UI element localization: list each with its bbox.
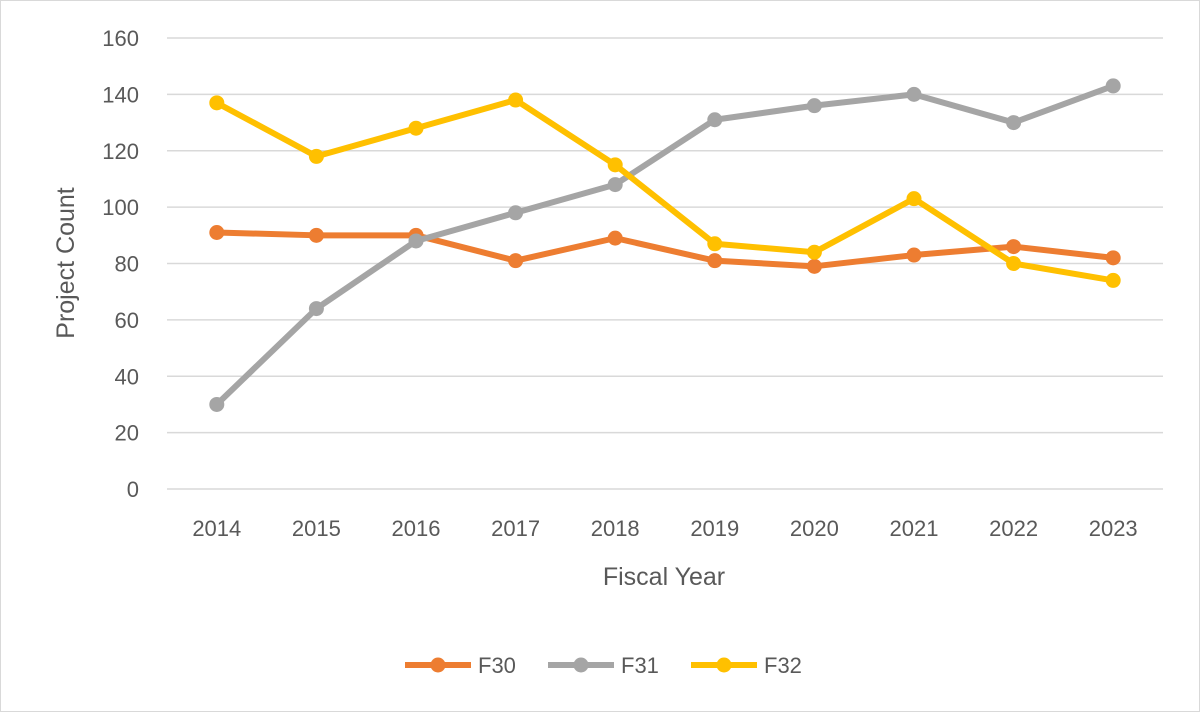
data-point [806, 98, 822, 114]
x-tick-label: 2022 [989, 516, 1038, 541]
data-point [707, 253, 723, 269]
y-tick-label: 80 [115, 252, 139, 277]
x-axis-ticks: 2014 2015 2016 2017 2018 2019 2020 2021 2022 2023 [192, 516, 1137, 541]
data-point [508, 205, 524, 221]
x-tick-label: 2015 [292, 516, 341, 541]
data-point [209, 224, 225, 240]
data-point [308, 301, 324, 317]
data-point [308, 227, 324, 243]
x-tick-label: 2018 [591, 516, 640, 541]
x-tick-label: 2023 [1089, 516, 1138, 541]
legend-item-f31: F31 [548, 653, 659, 678]
legend-label: F30 [478, 653, 516, 678]
y-tick-label: 120 [102, 139, 139, 164]
data-point [408, 120, 424, 136]
data-point [408, 233, 424, 249]
series-f30 [209, 224, 1121, 274]
data-point [906, 86, 922, 102]
legend-item-f30: F30 [405, 653, 516, 678]
y-tick-label: 40 [115, 364, 139, 389]
x-axis-title: Fiscal Year [603, 563, 725, 591]
legend-swatch-marker [573, 657, 589, 673]
series-group [209, 78, 1121, 412]
series-f32 [209, 92, 1121, 288]
legend-item-f32: F32 [691, 653, 802, 678]
legend-label: F31 [621, 653, 659, 678]
series-f31 [209, 78, 1121, 412]
data-point [209, 95, 225, 111]
data-point [607, 157, 623, 173]
data-point [1105, 78, 1121, 94]
data-point [1006, 256, 1022, 271]
y-tick-label: 0 [127, 477, 139, 502]
x-tick-label: 2020 [790, 516, 839, 541]
y-tick-label: 140 [102, 82, 139, 107]
data-point [906, 247, 922, 263]
legend-swatch-marker [716, 657, 732, 673]
x-tick-label: 2017 [491, 516, 540, 541]
legend: F30 F31 F32 [405, 653, 802, 678]
data-point [1105, 250, 1121, 266]
data-point [607, 177, 623, 193]
data-point [806, 244, 822, 260]
data-point [906, 191, 922, 207]
data-point [1105, 272, 1121, 288]
x-tick-label: 2019 [690, 516, 739, 541]
data-point [607, 230, 623, 246]
y-tick-label: 100 [102, 195, 139, 220]
data-point [707, 112, 723, 128]
x-tick-label: 2021 [890, 516, 939, 541]
y-tick-label: 160 [102, 26, 139, 51]
data-point [308, 148, 324, 164]
data-point [1006, 239, 1022, 255]
legend-label: F32 [764, 653, 802, 678]
data-point [707, 236, 723, 252]
y-axis-ticks: 0 20 40 60 80 100 120 140 160 [102, 26, 139, 502]
y-axis-title: Project Count [52, 187, 80, 339]
data-point [508, 253, 524, 269]
series-line [213, 229, 1117, 270]
data-point [1006, 115, 1022, 131]
data-point [508, 92, 524, 108]
data-point [806, 258, 822, 274]
x-tick-label: 2014 [192, 516, 241, 541]
y-tick-label: 60 [115, 308, 139, 333]
x-tick-label: 2016 [392, 516, 441, 541]
series-line [213, 82, 1117, 408]
legend-swatch-marker [430, 657, 446, 673]
y-tick-label: 20 [115, 421, 139, 446]
series-line [213, 97, 1117, 284]
data-point [209, 396, 225, 412]
